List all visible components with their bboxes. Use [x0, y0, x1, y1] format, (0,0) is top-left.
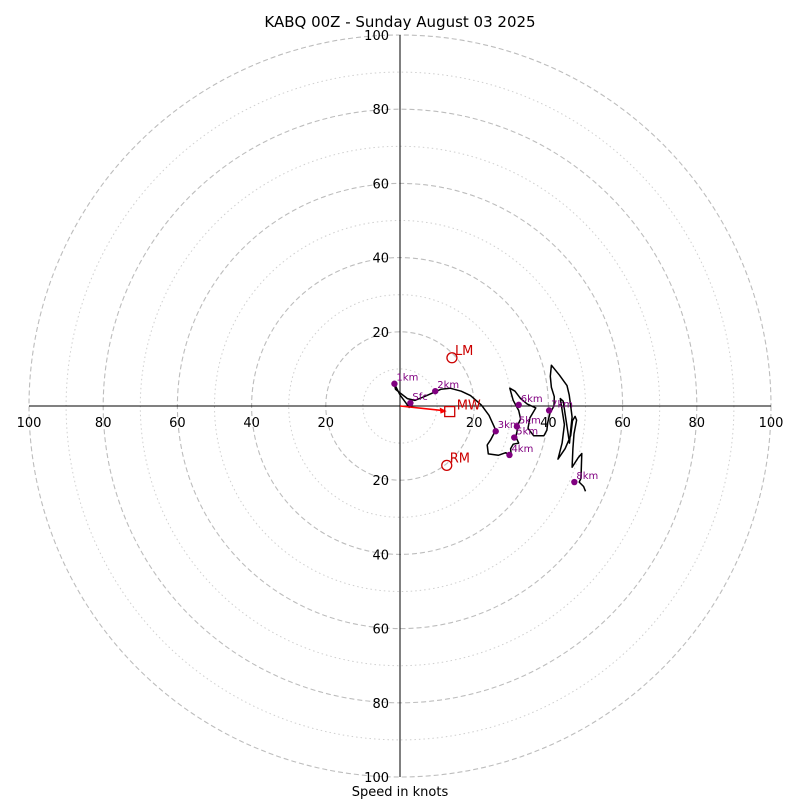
- altitude-point: [432, 387, 439, 395]
- altitude-point: [511, 434, 518, 441]
- x-tick-label: 100: [17, 416, 42, 431]
- x-tick-label: 40: [243, 416, 260, 431]
- altitude-label: 8km: [576, 471, 598, 482]
- y-tick-label: 100: [364, 771, 389, 786]
- mean-wind-arrow: [399, 405, 442, 412]
- x-tick-label: 80: [95, 416, 112, 431]
- y-tick-label: 40: [372, 252, 389, 267]
- y-tick-label: 20: [372, 474, 389, 489]
- right-mover-label: RM: [450, 451, 470, 466]
- y-tick-label: 80: [372, 103, 389, 118]
- x-tick-labels: 100 80 60 40 20 20 40 60 80 100: [17, 416, 784, 431]
- y-tick-label: 60: [372, 623, 389, 638]
- x-tick-label: 20: [318, 416, 335, 431]
- altitude-label: 1km: [396, 373, 418, 384]
- storm-motion-markers: LM RM: [441, 344, 473, 472]
- altitude-label: 2km: [437, 380, 459, 391]
- right-mover-marker: [441, 459, 453, 472]
- altitude-label: 3km: [498, 420, 520, 431]
- altitude-point: [515, 401, 522, 409]
- mean-wind-arrowhead: [439, 407, 447, 414]
- x-tick-label: 60: [614, 416, 631, 431]
- altitude-point: [407, 399, 414, 407]
- y-tick-label: 20: [372, 326, 389, 341]
- altitude-point: [571, 478, 578, 486]
- y-tick-label: 40: [372, 548, 389, 563]
- y-tick-label: 100: [364, 29, 389, 44]
- y-tick-label: 80: [372, 697, 389, 712]
- hodograph-trace: [393, 364, 587, 492]
- altitude-label: 5km: [519, 415, 541, 426]
- y-tick-label: 60: [372, 177, 389, 192]
- mean-wind: MW: [399, 399, 481, 418]
- altitude-label: 7km: [551, 399, 573, 410]
- altitude-point: [492, 428, 499, 435]
- x-tick-label: 20: [466, 416, 483, 431]
- x-tick-label: 40: [540, 416, 557, 431]
- altitude-point: [506, 451, 513, 459]
- altitude-point: [391, 380, 398, 387]
- mean-wind-marker: [444, 405, 456, 418]
- y-tick-labels: 100 80 60 40 20 20 40 60 80 100: [364, 29, 389, 786]
- left-mover-label: LM: [455, 344, 473, 359]
- altitude-label: 4km: [511, 444, 533, 455]
- chart-title: KABQ 00Z - Sunday August 03 2025: [264, 13, 535, 31]
- x-tick-label: 80: [689, 416, 706, 431]
- altitude-label: Sfc: [412, 392, 427, 403]
- left-mover-marker: [446, 352, 458, 364]
- x-tick-label: 60: [169, 416, 186, 431]
- altitude-point: [513, 423, 521, 430]
- altitude-label: 5km: [516, 427, 538, 438]
- mean-wind-label: MW: [457, 399, 481, 414]
- x-tick-label: 100: [759, 416, 784, 431]
- altitude-label: 6km: [521, 394, 543, 405]
- altitude-point: [545, 407, 553, 414]
- x-axis-label: Speed in knots: [352, 785, 449, 800]
